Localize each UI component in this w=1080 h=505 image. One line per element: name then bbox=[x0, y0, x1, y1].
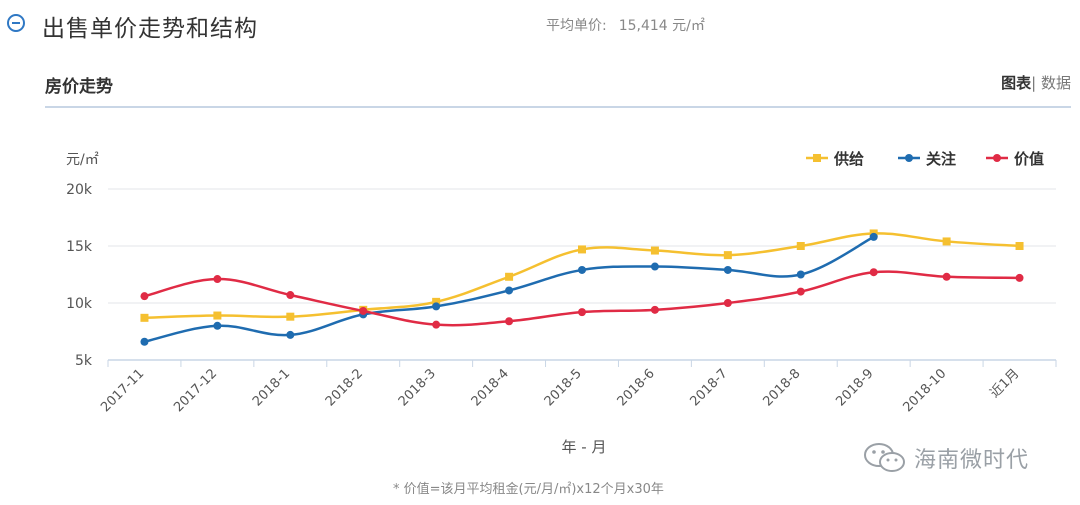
data-point[interactable] bbox=[650, 262, 659, 271]
x-tick-label: 2018-9 bbox=[833, 366, 876, 409]
average-price: 平均单价: 15,414 元/㎡ bbox=[546, 15, 705, 35]
data-point[interactable] bbox=[286, 330, 295, 339]
data-point[interactable] bbox=[505, 272, 514, 281]
x-tick-label: 2018-8 bbox=[760, 366, 803, 409]
x-tick-label: 2018-7 bbox=[688, 366, 731, 409]
data-point[interactable] bbox=[723, 251, 732, 260]
data-point[interactable] bbox=[432, 320, 441, 329]
chart-series bbox=[140, 229, 1024, 346]
wechat-icon bbox=[864, 443, 905, 472]
y-axis-label: 元/㎡ bbox=[66, 152, 99, 168]
data-point[interactable] bbox=[942, 237, 951, 246]
chart-view-tab[interactable]: 图表 bbox=[1001, 74, 1032, 92]
x-tick-label: 近1月 bbox=[988, 366, 1023, 401]
average-price-label: 平均单价: bbox=[546, 18, 607, 34]
data-point[interactable] bbox=[578, 265, 586, 274]
x-tick-label: 2018-4 bbox=[469, 366, 512, 409]
section-header: 出售单价走势和结构 平均单价: 15,414 元/㎡ bbox=[0, 0, 1080, 52]
view-separator: | bbox=[1031, 74, 1037, 92]
legend-label[interactable]: 供给 bbox=[833, 150, 864, 168]
data-point[interactable] bbox=[505, 317, 514, 326]
data-point[interactable] bbox=[796, 270, 805, 279]
x-tick-label: 2018-1 bbox=[250, 366, 293, 409]
data-point[interactable] bbox=[1015, 273, 1024, 282]
x-tick-label: 2018-6 bbox=[615, 366, 658, 409]
data-point[interactable] bbox=[796, 287, 805, 296]
data-point[interactable] bbox=[213, 275, 222, 284]
section-title: 出售单价走势和结构 bbox=[42, 16, 258, 42]
x-tick-label: 2018-10 bbox=[900, 366, 949, 415]
x-axis-label: 年 - 月 bbox=[562, 438, 607, 456]
data-point[interactable] bbox=[432, 302, 441, 311]
x-tick-label: 2018-2 bbox=[323, 366, 366, 409]
legend-label[interactable]: 价值 bbox=[1014, 150, 1044, 168]
data-point[interactable] bbox=[650, 246, 659, 255]
data-point[interactable] bbox=[869, 232, 878, 241]
legend-swatch-marker bbox=[993, 154, 1001, 162]
view-toggle: 图表| 数据 bbox=[1001, 72, 1071, 93]
data-point[interactable] bbox=[286, 291, 295, 300]
chart-axes: 5k 10k 15k 20k 2017-11 2017-12 2018-1 2018-2 201… bbox=[66, 182, 1057, 415]
x-tick-label: 2018-5 bbox=[542, 366, 585, 409]
data-point[interactable] bbox=[359, 306, 368, 315]
y-tick-label: 10k bbox=[66, 296, 93, 312]
value-footnote: * 价值=该月平均租金(元/月/㎡)x12个月x30年 bbox=[393, 482, 664, 497]
data-point[interactable] bbox=[578, 245, 586, 254]
legend-swatch-marker bbox=[905, 154, 913, 162]
data-point[interactable] bbox=[140, 313, 149, 322]
data-point[interactable] bbox=[213, 311, 222, 320]
data-point[interactable] bbox=[432, 297, 441, 306]
x-tick-label: 2017-11 bbox=[98, 366, 147, 415]
y-tick-label: 15k bbox=[66, 239, 93, 255]
watermark-text: 海南微时代 bbox=[914, 448, 1030, 473]
y-tick-label: 5k bbox=[75, 353, 93, 369]
legend-label[interactable]: 关注 bbox=[926, 150, 956, 168]
data-point[interactable] bbox=[723, 265, 732, 274]
x-tick-label: 2017-12 bbox=[171, 366, 220, 415]
data-point[interactable] bbox=[942, 272, 951, 281]
data-view-tab[interactable]: 数据 bbox=[1040, 74, 1071, 92]
data-point[interactable] bbox=[140, 292, 149, 301]
y-tick-label: 20k bbox=[66, 182, 93, 198]
legend-swatch-marker bbox=[813, 154, 821, 162]
data-point[interactable] bbox=[578, 308, 586, 317]
x-tick-label: 2018-3 bbox=[396, 366, 439, 409]
collapse-icon[interactable] bbox=[7, 14, 25, 32]
data-point[interactable] bbox=[1015, 242, 1024, 250]
data-point[interactable] bbox=[213, 321, 222, 330]
watermark: 海南微时代 bbox=[862, 440, 1029, 476]
chart-subheader: 房价走势 图表| 数据 bbox=[45, 62, 1071, 108]
data-point[interactable] bbox=[796, 242, 805, 250]
average-price-value: 15,414 元/㎡ bbox=[618, 18, 705, 34]
data-point[interactable] bbox=[286, 312, 295, 321]
chart-section-title: 房价走势 bbox=[45, 77, 113, 97]
data-point[interactable] bbox=[723, 299, 732, 307]
data-point[interactable] bbox=[505, 286, 514, 295]
data-point[interactable] bbox=[650, 305, 659, 314]
data-point[interactable] bbox=[869, 268, 878, 277]
chart-legend: 供给 关注 价值 bbox=[806, 150, 1044, 168]
data-point[interactable] bbox=[140, 337, 149, 346]
